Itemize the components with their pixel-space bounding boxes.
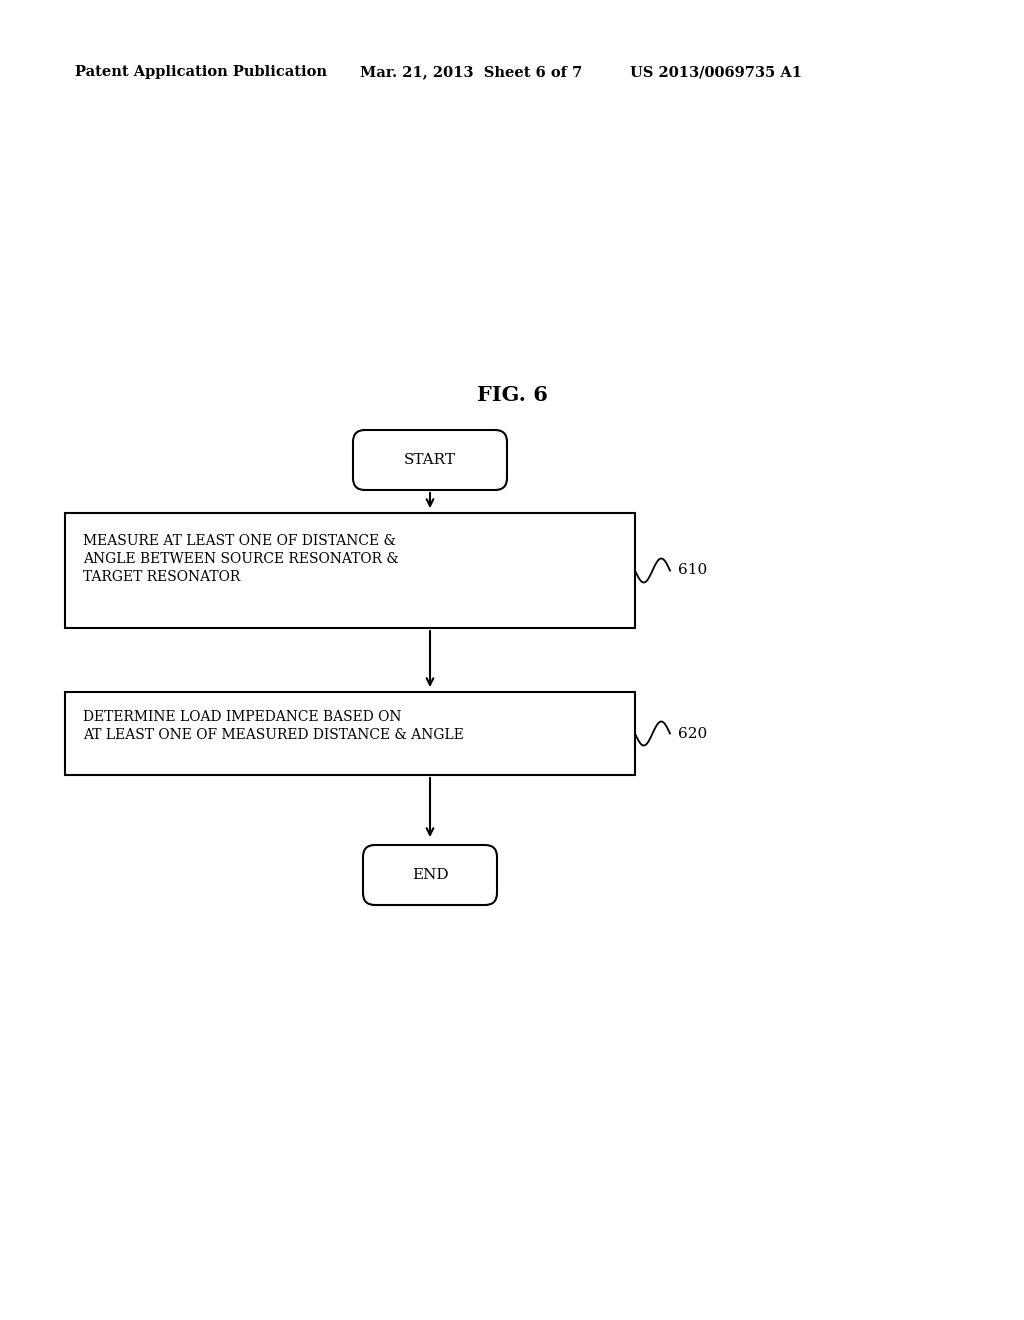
Text: MEASURE AT LEAST ONE OF DISTANCE &: MEASURE AT LEAST ONE OF DISTANCE & [83,535,396,548]
Text: 610: 610 [678,564,708,578]
Text: 620: 620 [678,726,708,741]
FancyBboxPatch shape [362,845,497,906]
Text: END: END [412,869,449,882]
Text: Mar. 21, 2013  Sheet 6 of 7: Mar. 21, 2013 Sheet 6 of 7 [360,65,583,79]
Text: ANGLE BETWEEN SOURCE RESONATOR &: ANGLE BETWEEN SOURCE RESONATOR & [83,552,398,566]
Text: START: START [404,453,456,467]
Text: TARGET RESONATOR: TARGET RESONATOR [83,570,241,583]
Text: DETERMINE LOAD IMPEDANCE BASED ON: DETERMINE LOAD IMPEDANCE BASED ON [83,710,401,723]
Text: FIG. 6: FIG. 6 [476,385,548,405]
FancyBboxPatch shape [353,430,507,490]
Text: US 2013/0069735 A1: US 2013/0069735 A1 [630,65,802,79]
Text: AT LEAST ONE OF MEASURED DISTANCE & ANGLE: AT LEAST ONE OF MEASURED DISTANCE & ANGL… [83,729,464,742]
FancyBboxPatch shape [65,692,635,775]
Text: Patent Application Publication: Patent Application Publication [75,65,327,79]
FancyBboxPatch shape [65,513,635,628]
